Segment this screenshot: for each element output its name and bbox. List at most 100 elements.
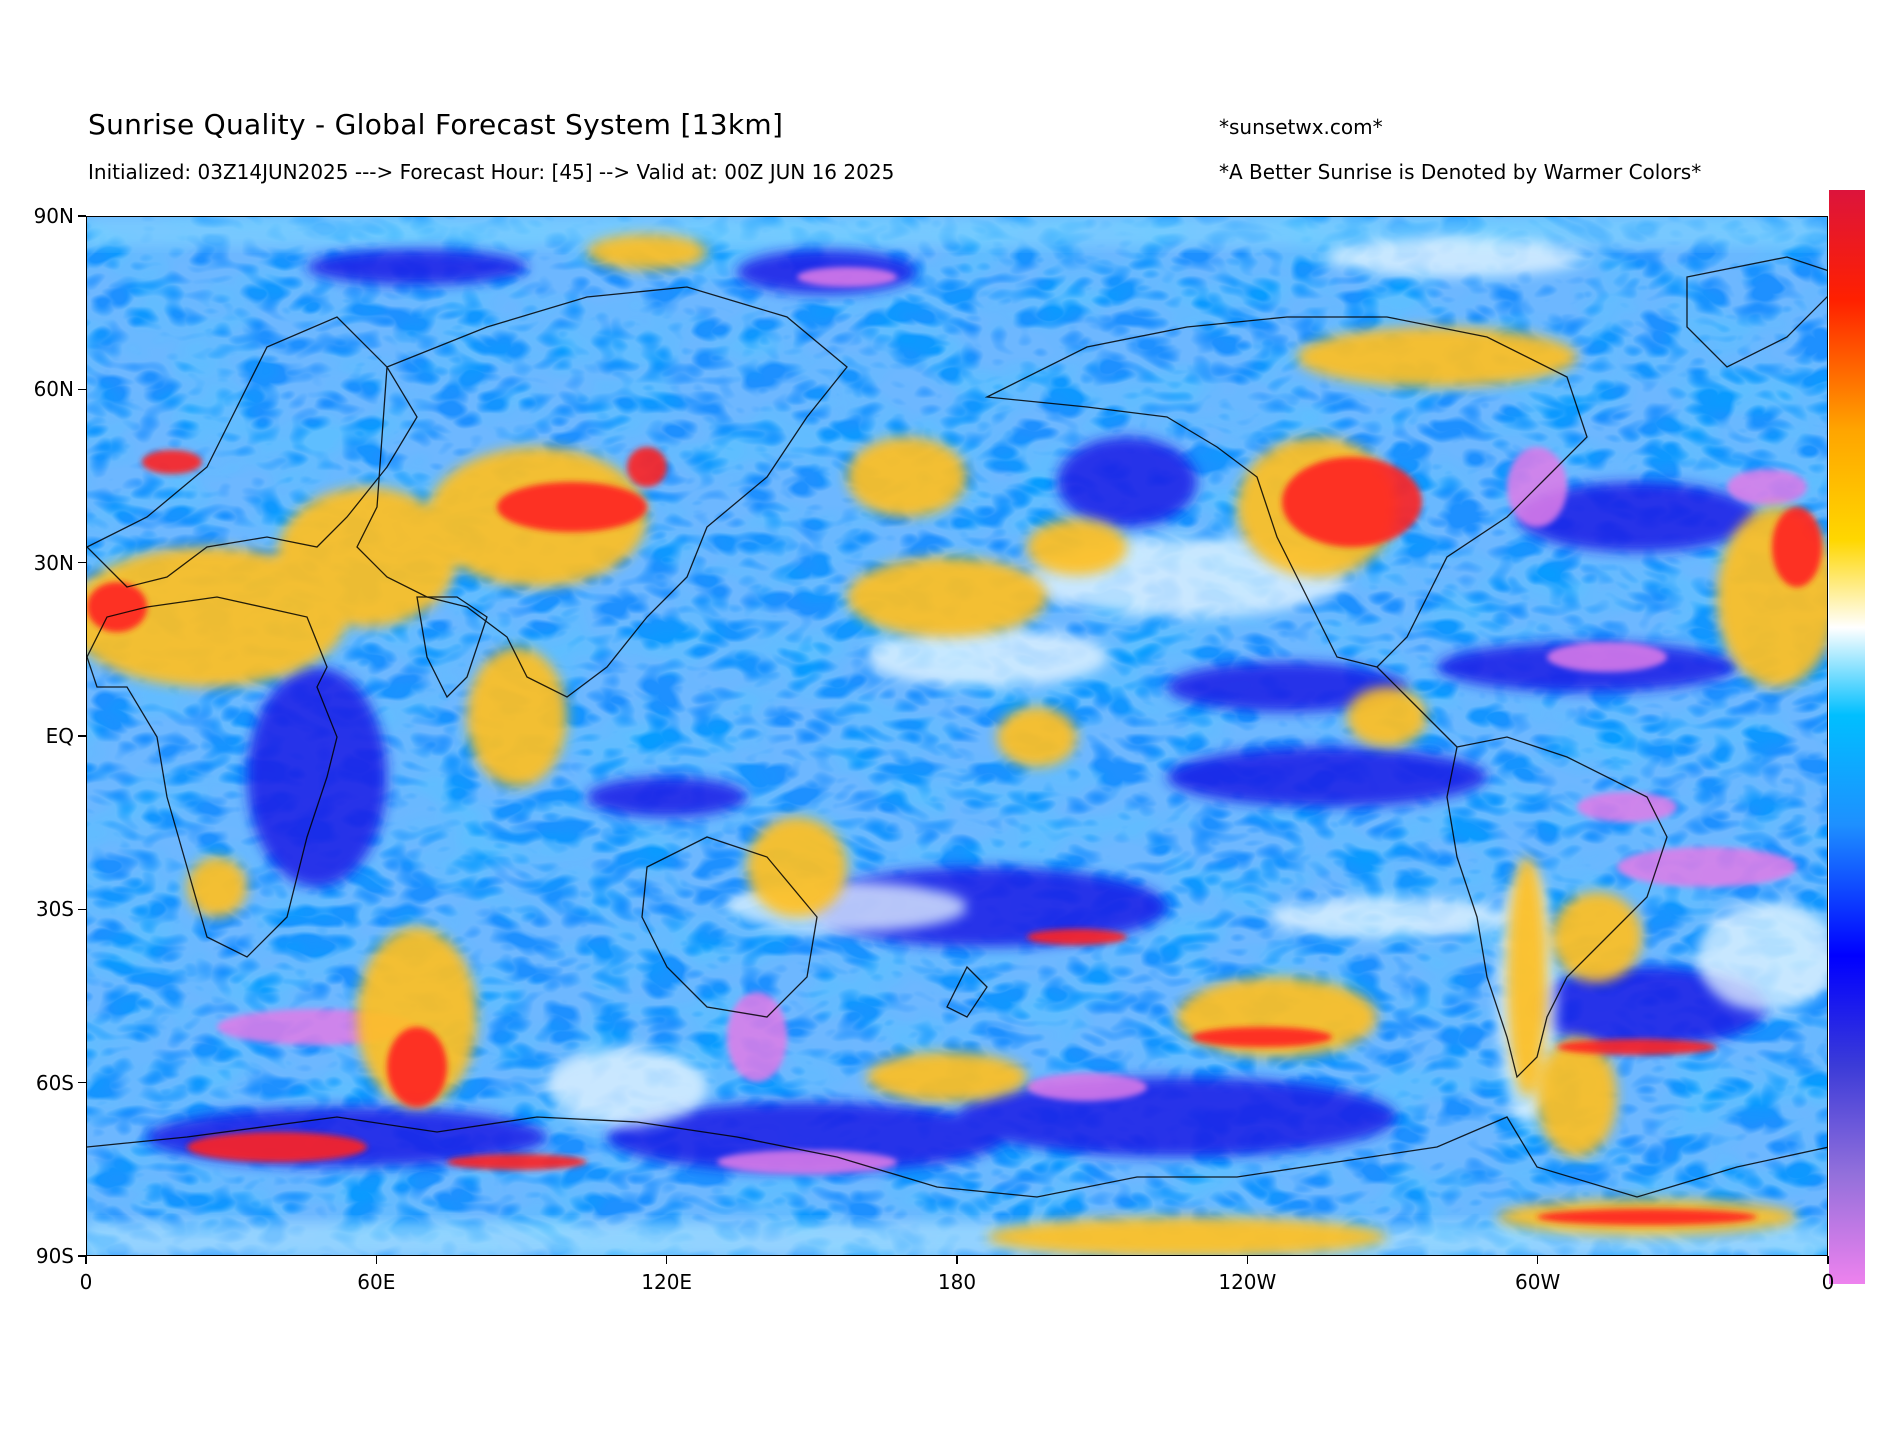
lowest-region xyxy=(1577,792,1677,822)
lon-tick xyxy=(1246,1256,1249,1264)
good-region xyxy=(1297,327,1577,387)
best-region xyxy=(1772,507,1822,587)
africa-coast xyxy=(87,596,338,958)
north-america-coast xyxy=(984,316,1588,668)
lat-tick xyxy=(78,735,86,737)
india-coast xyxy=(416,596,488,699)
lat-label: 30S xyxy=(35,897,74,922)
lowest-region xyxy=(797,267,897,287)
moderate-region xyxy=(867,627,1107,687)
lat-tick xyxy=(78,561,86,564)
lat-label: 30N xyxy=(33,550,74,575)
colorbar xyxy=(1829,190,1865,1284)
best-region xyxy=(1027,929,1127,945)
best-region xyxy=(1192,1027,1332,1047)
best-region xyxy=(387,1027,447,1107)
lon-label: 60E xyxy=(357,1270,396,1294)
best-quality-regions xyxy=(87,447,1822,1225)
lon-tick xyxy=(1536,1256,1539,1264)
polar-band-north xyxy=(87,217,1827,247)
moderate-region xyxy=(1327,237,1587,277)
low-region xyxy=(247,667,387,887)
lowest-region xyxy=(1027,1073,1147,1101)
good-region xyxy=(847,437,967,517)
lon-label: 0 xyxy=(79,1270,93,1294)
good-region xyxy=(187,857,247,917)
lon-tick xyxy=(85,1256,87,1264)
low-quality-regions xyxy=(147,249,1767,1172)
moderate-region xyxy=(547,1047,707,1127)
good-region xyxy=(1027,519,1127,575)
coastlines xyxy=(87,256,1827,1198)
lowest-region xyxy=(727,992,787,1082)
good-region xyxy=(847,557,1047,637)
good-region xyxy=(1347,687,1427,747)
good-quality-regions xyxy=(87,234,1827,1255)
low-region xyxy=(1167,662,1407,712)
lat-tick xyxy=(78,1255,86,1257)
lowest-region xyxy=(1617,847,1797,887)
lon-tick xyxy=(956,1256,958,1264)
south-america-coast xyxy=(1446,736,1668,1079)
new-zealand-coast xyxy=(946,965,988,1018)
lon-tick xyxy=(1827,1256,1829,1264)
best-region xyxy=(447,1154,587,1170)
lon-label: 120E xyxy=(641,1270,693,1294)
good-region xyxy=(357,927,477,1107)
low-region xyxy=(957,1077,1397,1157)
europe-coast xyxy=(87,316,418,588)
lon-label: 0 xyxy=(1821,1270,1835,1294)
lat-label: 60S xyxy=(35,1070,74,1095)
lowest-quality-regions xyxy=(217,267,1807,1174)
lon-tick xyxy=(375,1256,378,1264)
forecast-map xyxy=(86,216,1828,1256)
lat-label: 90S xyxy=(35,1244,74,1268)
lowest-region xyxy=(1727,469,1807,505)
lat-label: 60N xyxy=(33,377,74,402)
good-region xyxy=(587,234,707,270)
color-note: *A Better Sunrise is Denoted by Warmer C… xyxy=(1219,160,1702,184)
sunrise-quality-field xyxy=(87,217,1827,1255)
best-region xyxy=(497,482,647,532)
good-region xyxy=(987,1217,1387,1255)
low-region xyxy=(1517,482,1757,552)
run-info: Initialized: 03Z14JUN2025 ---> Forecast … xyxy=(88,160,895,184)
good-region xyxy=(997,707,1077,767)
low-region xyxy=(1167,747,1487,807)
site-credit: *sunsetwx.com* xyxy=(1219,115,1383,139)
low-region xyxy=(587,777,747,817)
low-region xyxy=(1057,437,1197,527)
asia-coast xyxy=(356,286,848,698)
best-region xyxy=(87,582,147,632)
map-title: Sunrise Quality - Global Forecast System… xyxy=(88,108,784,141)
best-region xyxy=(627,447,667,487)
best-region xyxy=(1282,457,1422,547)
best-region xyxy=(1557,1039,1717,1055)
good-region xyxy=(467,647,567,787)
antarctica-coast xyxy=(87,1116,1827,1198)
lon-label: 180 xyxy=(937,1270,977,1294)
best-region xyxy=(1537,1209,1757,1225)
lat-label: 90N xyxy=(33,204,74,228)
lowest-region xyxy=(717,1150,897,1174)
lat-tick xyxy=(78,215,86,217)
low-region xyxy=(307,249,527,285)
good-region xyxy=(747,817,847,917)
lat-label: EQ xyxy=(45,724,74,748)
greenland-coast xyxy=(1686,256,1827,368)
good-region xyxy=(1552,892,1642,982)
lon-tick xyxy=(665,1256,668,1264)
moderate-region xyxy=(1697,902,1827,1012)
good-region xyxy=(867,1052,1027,1102)
good-region xyxy=(87,547,347,687)
best-region xyxy=(187,1132,367,1162)
lon-label: 60W xyxy=(1515,1270,1561,1294)
lat-tick xyxy=(78,1081,86,1084)
good-region xyxy=(1507,857,1547,1097)
lowest-region xyxy=(1547,642,1667,672)
lon-label: 120W xyxy=(1218,1270,1277,1294)
lat-tick xyxy=(78,388,86,391)
good-region xyxy=(1537,1037,1617,1157)
low-region xyxy=(607,1102,1007,1172)
colorbar-fill xyxy=(1829,190,1865,1284)
